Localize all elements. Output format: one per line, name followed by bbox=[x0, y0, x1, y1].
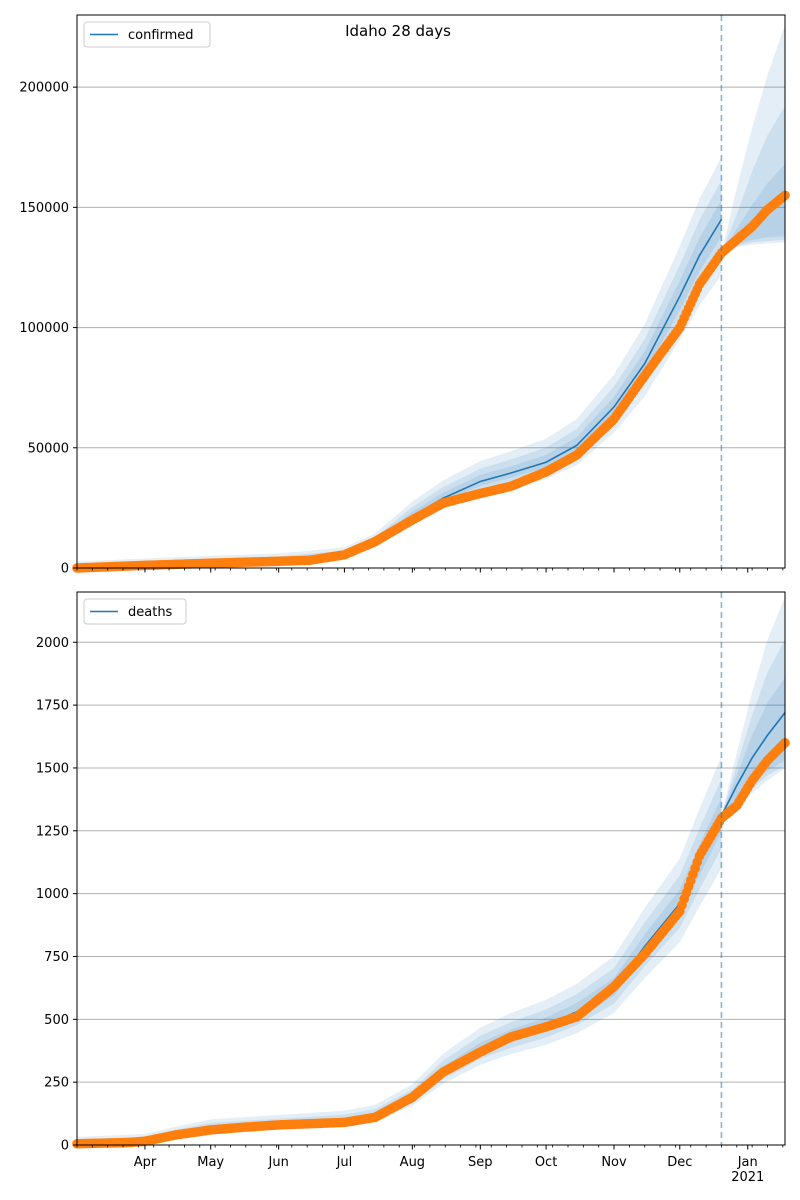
fit-band bbox=[77, 156, 722, 568]
y-tick-label: 100000 bbox=[19, 321, 69, 336]
fit-band bbox=[77, 756, 722, 1144]
y-tick-label: 0 bbox=[61, 1139, 69, 1154]
x-tick-label: 2021 bbox=[731, 1170, 764, 1185]
forecast-band bbox=[721, 164, 785, 254]
x-tick-label: Aug bbox=[400, 1155, 425, 1170]
forecast-band bbox=[721, 106, 785, 254]
axes-frame bbox=[76, 591, 786, 1146]
axes-frame bbox=[76, 14, 786, 569]
legend: confirmed bbox=[83, 21, 211, 48]
y-tick-label: 500 bbox=[44, 1013, 69, 1028]
x-tick-label: Jan bbox=[737, 1155, 758, 1170]
x-tick-label: Apr bbox=[134, 1155, 157, 1170]
y-tick-label: 1500 bbox=[36, 761, 69, 776]
forecast-line bbox=[720, 712, 786, 817]
forecast-band bbox=[721, 24, 785, 254]
x-tick-label: Nov bbox=[601, 1155, 627, 1170]
y-tick-label: 1750 bbox=[36, 699, 69, 714]
x-tick-label: Jun bbox=[268, 1155, 289, 1170]
confirmed-panel: 0 50000 100000 150000 200000 confirmed bbox=[19, 14, 790, 577]
x-tick-label: May bbox=[197, 1155, 224, 1170]
legend-label: confirmed bbox=[128, 28, 194, 43]
forecast-band bbox=[721, 677, 785, 816]
legend-box bbox=[83, 598, 187, 625]
legend-box bbox=[83, 21, 211, 48]
y-tick-label: 200000 bbox=[19, 81, 69, 96]
forecast-band bbox=[721, 639, 785, 816]
y-tick-label: 1250 bbox=[36, 824, 69, 839]
y-tick-label: 2000 bbox=[36, 636, 69, 651]
y-tick-label: 150000 bbox=[19, 201, 69, 216]
y-tick-label: 50000 bbox=[28, 441, 69, 456]
y-tick-label: 0 bbox=[61, 562, 69, 577]
y-tick-label: 1000 bbox=[36, 887, 69, 902]
x-tick-label: Dec bbox=[667, 1155, 692, 1170]
x-tick-label: Oct bbox=[535, 1155, 557, 1170]
y-tick-label: 250 bbox=[44, 1076, 69, 1091]
legend-label: deaths bbox=[128, 605, 173, 620]
x-tick-label: Sep bbox=[468, 1155, 493, 1170]
legend: deaths bbox=[83, 598, 187, 625]
x-tick-label: Jul bbox=[336, 1155, 353, 1170]
y-tick-label: 750 bbox=[44, 950, 69, 965]
figure-title: Idaho 28 days bbox=[345, 22, 451, 40]
deaths-panel: 0 250 500 750 1000 1250 1500 1750 2000 Apr May Jun J… bbox=[36, 591, 790, 1185]
